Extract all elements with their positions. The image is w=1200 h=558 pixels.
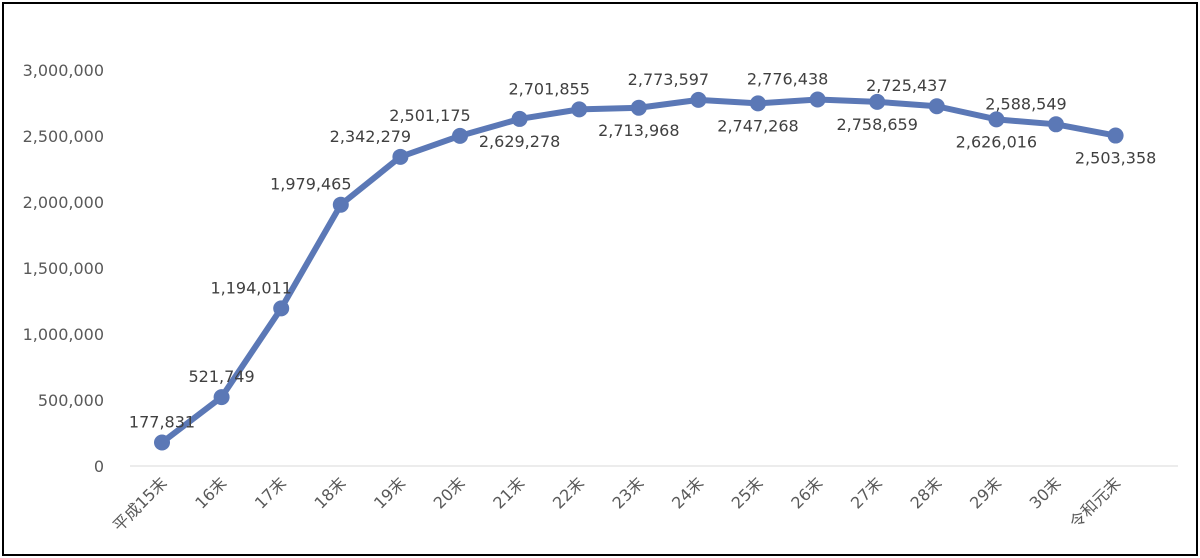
- x-tick-label: 24末: [668, 473, 707, 512]
- data-label: 2,725,437: [866, 76, 947, 95]
- data-point: [809, 91, 826, 108]
- data-label: 1,979,465: [270, 175, 351, 194]
- x-tick-label: 29末: [966, 473, 1005, 512]
- x-tick-label: 平成15末: [109, 473, 171, 535]
- data-point: [392, 148, 409, 165]
- data-label: 2,776,438: [747, 70, 828, 89]
- y-tick-label: 3,000,000: [23, 61, 104, 80]
- data-label: 2,773,597: [628, 70, 709, 89]
- data-label: 2,588,549: [985, 94, 1066, 113]
- data-label: 2,342,279: [330, 127, 411, 146]
- x-tick-label: 19末: [370, 473, 409, 512]
- data-point: [988, 111, 1005, 128]
- data-point: [571, 101, 588, 118]
- data-label: 521,749: [189, 367, 255, 386]
- data-point: [630, 99, 647, 116]
- y-tick-label: 2,000,000: [23, 193, 104, 212]
- data-point: [452, 127, 468, 144]
- x-tick-label: 16末: [191, 473, 230, 512]
- data-point: [1107, 127, 1124, 144]
- data-point: [213, 389, 230, 406]
- x-tick-label: 20末: [430, 473, 469, 512]
- data-point: [928, 98, 945, 115]
- x-tick-label: 30末: [1026, 473, 1065, 512]
- x-tick-label: 27末: [847, 473, 886, 512]
- y-tick-label: 500,000: [38, 391, 104, 410]
- data-point: [511, 110, 528, 127]
- data-label: 2,501,175: [389, 106, 470, 125]
- data-point: [332, 196, 349, 213]
- data-point: [273, 300, 290, 317]
- x-tick-label: 25末: [728, 473, 767, 512]
- x-tick-label: 26末: [787, 473, 826, 512]
- data-point: [690, 91, 707, 108]
- data-label: 2,503,358: [1075, 149, 1156, 168]
- y-tick-label: 2,500,000: [23, 127, 104, 146]
- data-point: [869, 93, 886, 110]
- x-tick-label: 22末: [549, 473, 588, 512]
- x-tick-label: 17末: [251, 473, 290, 512]
- data-label: 2,626,016: [956, 132, 1037, 151]
- x-tick-label: 令和元末: [1066, 473, 1125, 532]
- data-point: [154, 434, 170, 451]
- data-label: 2,758,659: [836, 115, 917, 134]
- y-tick-label: 0: [94, 457, 104, 476]
- data-label: 2,629,278: [479, 132, 560, 151]
- x-tick-label: 23末: [608, 473, 647, 512]
- x-tick-label: 28末: [906, 473, 945, 512]
- data-point: [1048, 116, 1064, 133]
- data-label: 2,747,268: [717, 116, 798, 135]
- y-tick-label: 1,000,000: [23, 325, 104, 344]
- data-label: 2,713,968: [598, 121, 679, 140]
- x-tick-label: 18末: [310, 473, 349, 512]
- data-label: 1,194,011: [210, 278, 291, 297]
- data-label: 177,831: [129, 413, 195, 432]
- y-tick-label: 1,500,000: [23, 259, 104, 278]
- data-point: [750, 95, 766, 112]
- data-label: 2,701,855: [508, 79, 589, 98]
- x-tick-label: 21末: [489, 473, 528, 512]
